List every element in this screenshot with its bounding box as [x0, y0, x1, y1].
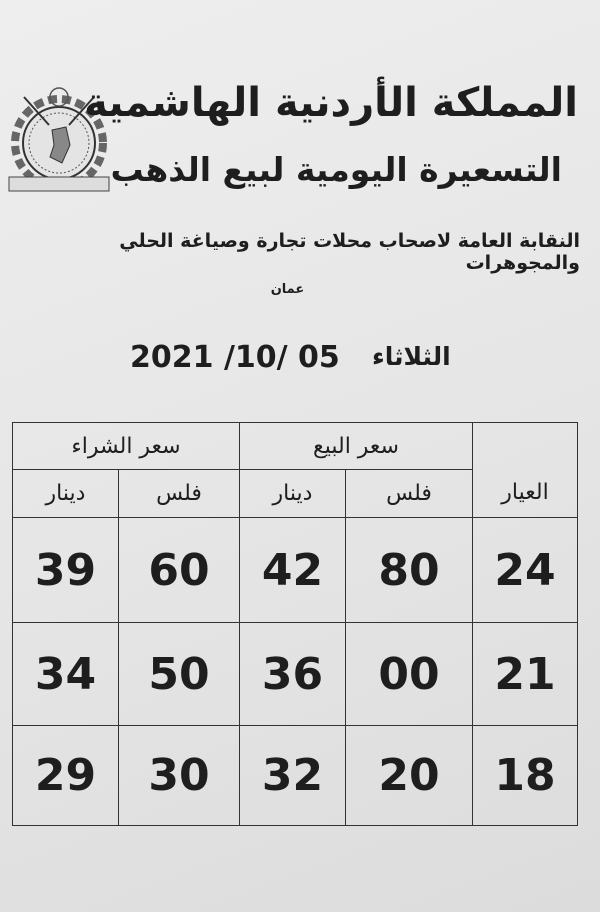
city: عمان: [270, 282, 305, 297]
buy-fils-cell: 50: [118, 622, 240, 727]
karat-cell: 18: [472, 725, 578, 826]
page-title: التسعيرة اليومية لبيع الذهب: [110, 150, 562, 189]
sale-dinar-header: دينار: [239, 469, 346, 518]
day-name: الثلاثاء: [372, 342, 451, 371]
buy-dinar-cell: 39: [12, 516, 119, 624]
sale-dinar-cell: 42: [239, 516, 346, 624]
buy-dinar-cell: 34: [12, 622, 119, 727]
kingdom-title: المملكة الأردنية الهاشمية: [84, 80, 578, 126]
association-name: النقابة العامة لاصحاب محلات تجارة وصياغة…: [119, 230, 580, 274]
buy-fils-cell: 60: [118, 516, 240, 624]
karat-header: العيار: [472, 422, 578, 518]
sale-fils-cell: 80: [345, 516, 473, 624]
buy-price-header: سعر الشراء: [12, 421, 240, 471]
sale-fils-header: فلس: [345, 469, 473, 518]
buy-dinar-cell: 29: [12, 725, 119, 826]
sale-fils-cell: 00: [345, 622, 473, 727]
sale-dinar-cell: 36: [239, 622, 346, 727]
date: 2021 /10/ 05: [130, 340, 340, 375]
sale-price-header: سعر البيع: [239, 421, 473, 471]
karat-cell: 21: [472, 622, 578, 727]
sale-fils-cell: 20: [345, 725, 473, 826]
table-row: 21 00 36 50 34: [12, 622, 578, 727]
table-row: 18 20 32 30 29: [12, 725, 578, 826]
gear-emblem-icon: [8, 87, 110, 192]
gold-price-table: العيار سعر البيع سعر الشراء فلس دينار فل…: [12, 421, 578, 826]
table-row: 24 80 42 60 39: [12, 516, 578, 624]
sale-dinar-cell: 32: [239, 725, 346, 826]
buy-fils-header: فلس: [118, 469, 240, 518]
buy-dinar-header: دينار: [12, 469, 119, 518]
karat-cell: 24: [472, 516, 578, 624]
buy-fils-cell: 30: [118, 725, 240, 826]
